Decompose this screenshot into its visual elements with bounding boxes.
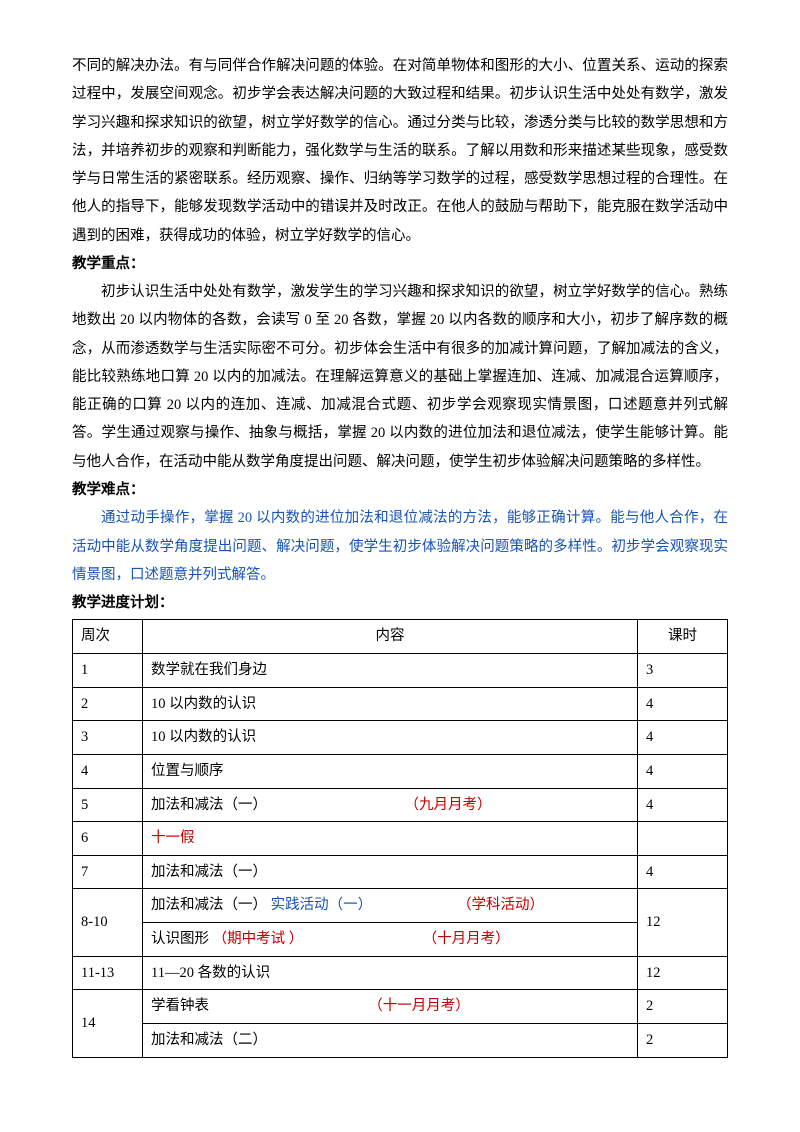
table-row: 11-13 11—20 各数的认识 12 [73,956,728,990]
table-row: 7 加法和减法（一） 4 [73,855,728,889]
paragraph-nandian: 通过动手操作，掌握 20 以内数的进位加法和退位减法的方法，能够正确计算。能与他… [72,504,728,589]
table-row: 5 加法和减法（一） （九月月考） 4 [73,788,728,822]
cell-content-right: （十月月考） [303,927,629,952]
th-hours: 课时 [638,620,728,654]
paragraph-intro: 不同的解决办法。有与同伴合作解决问题的体验。在对简单物体和图形的大小、位置关系、… [72,52,728,250]
cell-hours: 2 [638,990,728,1024]
cell-hours: 4 [638,754,728,788]
cell-hours: 4 [638,855,728,889]
table-row: 1 数学就在我们身边 3 [73,653,728,687]
heading-jindu: 教学进度计划： [72,589,728,617]
text-a: 加法和减法（一） [151,897,267,913]
table-row: 14 学看钟表 （十一月月考） 2 [73,990,728,1024]
cell-content-text: 十一假 [151,830,195,846]
cell-content-right: （十一月月考） [209,994,629,1019]
th-week: 周次 [73,620,143,654]
cell-week: 14 [73,990,143,1057]
cell-week: 3 [73,721,143,755]
text-b: （期中考试 ） [213,931,304,947]
cell-content: 学看钟表 （十一月月考） [143,990,638,1024]
table-row: 认识图形 （期中考试 ） （十月月考） [73,923,728,957]
cell-content-left: 加法和减法（一） 实践活动（一） [151,893,372,918]
cell-hours: 12 [638,956,728,990]
cell-content-right: （九月月考） [267,793,629,818]
cell-week: 4 [73,754,143,788]
cell-content: 位置与顺序 [143,754,638,788]
cell-hours: 12 [638,889,728,956]
schedule-table: 周次 内容 课时 1 数学就在我们身边 3 2 10 以内数的认识 4 3 10… [72,619,728,1057]
table-row: 4 位置与顺序 4 [73,754,728,788]
th-content: 内容 [143,620,638,654]
cell-content: 10 以内数的认识 [143,721,638,755]
cell-content-left: 加法和减法（一） [151,793,267,818]
cell-hours: 4 [638,687,728,721]
table-row: 6 十一假 [73,822,728,856]
cell-hours: 4 [638,721,728,755]
table-row: 加法和减法（二） 2 [73,1024,728,1058]
cell-content: 加法和减法（一） （九月月考） [143,788,638,822]
table-header-row: 周次 内容 课时 [73,620,728,654]
text-b: 实践活动（一） [271,897,373,913]
table-row: 2 10 以内数的认识 4 [73,687,728,721]
cell-week: 7 [73,855,143,889]
cell-content: 加法和减法（一） [143,855,638,889]
cell-content: 加法和减法（一） 实践活动（一） （学科活动） [143,889,638,923]
table-row: 8-10 加法和减法（一） 实践活动（一） （学科活动） 12 [73,889,728,923]
cell-week: 11-13 [73,956,143,990]
cell-hours: 3 [638,653,728,687]
cell-content: 11—20 各数的认识 [143,956,638,990]
paragraph-zhongdian: 初步认识生活中处处有数学，激发学生的学习兴趣和探求知识的欲望，树立学好数学的信心… [72,278,728,476]
cell-content-right: （学科活动） [372,893,629,918]
heading-zhongdian: 教学重点： [72,250,728,278]
cell-content: 认识图形 （期中考试 ） （十月月考） [143,923,638,957]
cell-hours [638,822,728,856]
cell-week: 6 [73,822,143,856]
cell-content: 数学就在我们身边 [143,653,638,687]
cell-content: 十一假 [143,822,638,856]
cell-content: 加法和减法（二） [143,1024,638,1058]
cell-week: 1 [73,653,143,687]
cell-content: 10 以内数的认识 [143,687,638,721]
cell-hours: 2 [638,1024,728,1058]
cell-week: 5 [73,788,143,822]
cell-content-left: 学看钟表 [151,994,209,1019]
cell-week: 8-10 [73,889,143,956]
cell-week: 2 [73,687,143,721]
table-row: 3 10 以内数的认识 4 [73,721,728,755]
text-a: 认识图形 [151,931,209,947]
heading-nandian: 教学难点： [72,476,728,504]
cell-content-left: 认识图形 （期中考试 ） [151,927,303,952]
cell-hours: 4 [638,788,728,822]
